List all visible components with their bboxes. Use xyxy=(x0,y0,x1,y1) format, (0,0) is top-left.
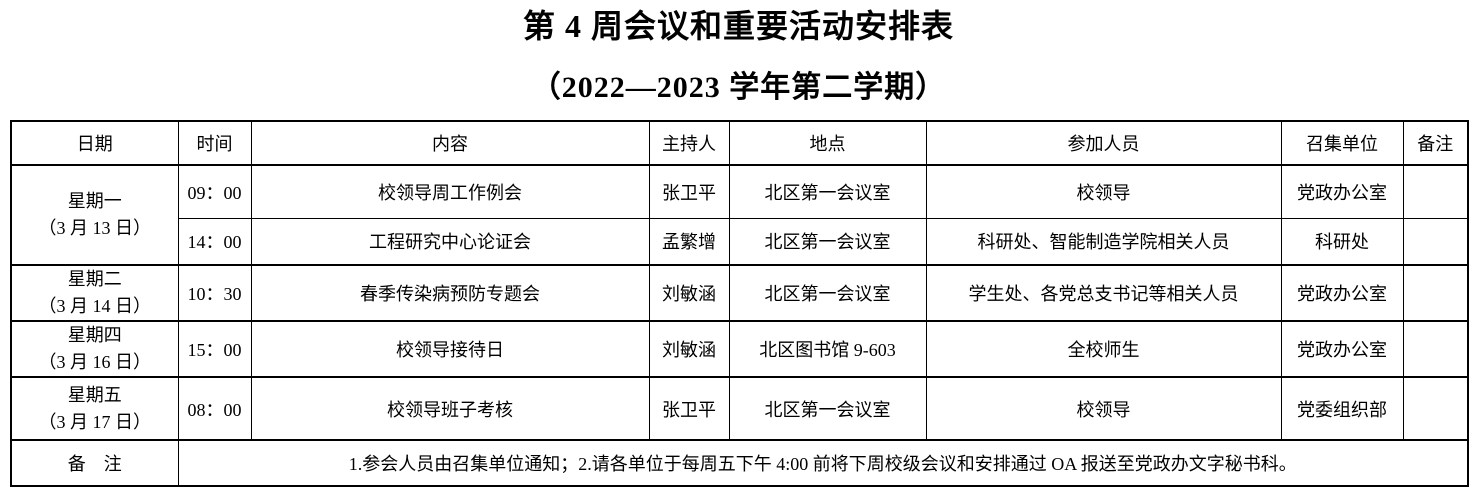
table-row: 星期五 （3 月 17 日） 08：00 校领导班子考核 张卫平 北区第一会议室… xyxy=(10,376,1469,441)
time-cell: 08：00 xyxy=(177,376,252,441)
organizer-cell: 党政办公室 xyxy=(1280,264,1404,322)
header-cell-participants: 参加人员 xyxy=(925,120,1282,166)
note-label-cell: 备 注 xyxy=(10,439,179,487)
content-cell: 春季传染病预防专题会 xyxy=(250,264,650,322)
location-cell: 北区第一会议室 xyxy=(728,164,927,219)
content-cell: 校领导班子考核 xyxy=(250,376,650,441)
header-cell-time: 时间 xyxy=(177,120,252,166)
date-label: （3 月 16 日） xyxy=(38,352,152,372)
table-row: 星期一 （3 月 13 日） 09：00 校领导周工作例会 张卫平 北区第一会议… xyxy=(10,164,1469,266)
remark-cell xyxy=(1402,264,1469,322)
page-title: 第 4 周会议和重要活动安排表 xyxy=(522,8,954,44)
header-cell-host: 主持人 xyxy=(648,120,730,166)
note-text-cell: 1.参会人员由召集单位通知；2.请各单位于每周五下午 4:00 前将下周校级会议… xyxy=(177,439,1469,487)
table-row: 星期二 （3 月 14 日） 10：30 春季传染病预防专题会 刘敏涵 北区第一… xyxy=(10,264,1469,322)
date-cell: 星期四 （3 月 16 日） xyxy=(10,320,179,378)
host-cell: 刘敏涵 xyxy=(648,264,730,322)
date-cell: 星期一 （3 月 13 日） xyxy=(10,164,179,266)
time-cell: 09：00 xyxy=(177,164,252,219)
location-cell: 北区第一会议室 xyxy=(728,264,927,322)
remark-cell xyxy=(1402,320,1469,378)
day-label: 星期二 xyxy=(67,269,122,289)
day-label: 星期五 xyxy=(67,384,122,405)
table-row: 星期四 （3 月 16 日） 15：00 校领导接待日 刘敏涵 北区图书馆 9-… xyxy=(10,320,1469,378)
date-label: （3 月 13 日） xyxy=(38,218,152,238)
location-cell: 北区第一会议室 xyxy=(728,376,927,441)
header-cell-date: 日期 xyxy=(10,120,179,166)
day-label: 星期一 xyxy=(67,191,122,211)
date-cell: 星期五 （3 月 17 日） xyxy=(10,376,179,441)
host-cell: 刘敏涵 xyxy=(648,320,730,378)
schedule-table: 日期 时间 内容 主持人 地点 参加人员 召集单位 备注 星期一 （3 月 13… xyxy=(10,120,1469,487)
participants-cell: 校领导 xyxy=(925,164,1282,219)
host-cell: 张卫平 xyxy=(648,376,730,441)
page-subtitle: （2022—2023 学年第二学期） xyxy=(530,71,947,104)
table-footer-row: 备 注 1.参会人员由召集单位通知；2.请各单位于每周五下午 4:00 前将下周… xyxy=(10,439,1469,487)
table-row: 14：00 工程研究中心论证会 孟繁增 北区第一会议室 科研处、智能制造学院相关… xyxy=(11,217,1469,266)
header-cell-organizer: 召集单位 xyxy=(1280,120,1404,166)
time-cell: 10：30 xyxy=(177,264,252,322)
participants-cell: 科研处、智能制造学院相关人员 xyxy=(925,217,1282,266)
time-cell: 14：00 xyxy=(177,217,252,266)
header-cell-content: 内容 xyxy=(250,120,650,166)
header-cell-remark: 备注 xyxy=(1402,120,1469,166)
header-cell-location: 地点 xyxy=(728,120,927,166)
time-cell: 15：00 xyxy=(177,320,252,378)
location-cell: 北区第一会议室 xyxy=(728,217,927,266)
table-header-row: 日期 时间 内容 主持人 地点 参加人员 召集单位 备注 xyxy=(10,120,1469,166)
date-cell: 星期二 （3 月 14 日） xyxy=(10,264,179,322)
host-cell: 张卫平 xyxy=(648,164,730,219)
host-cell: 孟繁增 xyxy=(648,217,730,266)
remark-cell xyxy=(1402,376,1469,441)
location-cell: 北区图书馆 9-603 xyxy=(728,320,927,378)
organizer-cell: 党委组织部 xyxy=(1280,376,1404,441)
content-cell: 校领导接待日 xyxy=(250,320,650,378)
organizer-cell: 科研处 xyxy=(1280,217,1404,266)
content-cell: 校领导周工作例会 xyxy=(250,164,650,219)
organizer-cell: 党政办公室 xyxy=(1280,164,1404,219)
day-label: 星期四 xyxy=(67,325,122,345)
participants-cell: 学生处、各党总支书记等相关人员 xyxy=(925,264,1282,322)
date-label: （3 月 14 日） xyxy=(38,296,152,316)
document-header: 第 4 周会议和重要活动安排表 （2022—2023 学年第二学期） xyxy=(0,0,1477,105)
date-label: （3 月 17 日） xyxy=(38,411,152,432)
remark-cell xyxy=(1402,164,1469,219)
participants-cell: 校领导 xyxy=(925,376,1282,441)
organizer-cell: 党政办公室 xyxy=(1280,320,1404,378)
participants-cell: 全校师生 xyxy=(925,320,1282,378)
content-cell: 工程研究中心论证会 xyxy=(250,217,650,266)
remark-cell xyxy=(1402,217,1469,266)
